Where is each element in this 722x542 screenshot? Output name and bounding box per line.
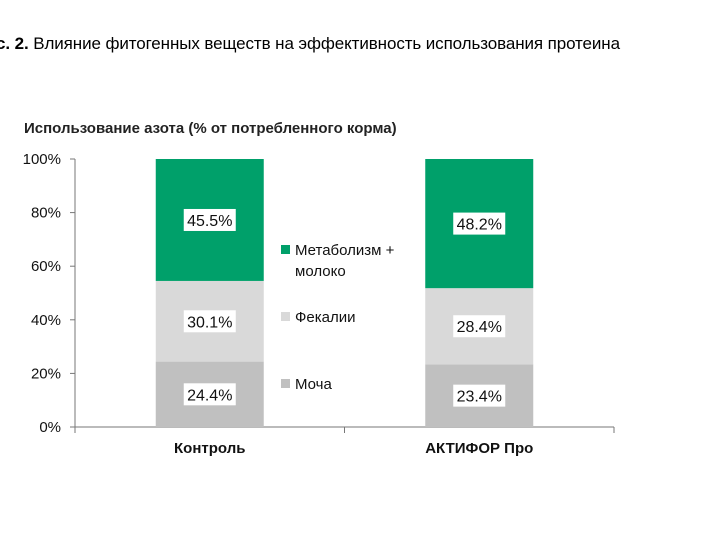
y-tick-label: 0% <box>39 419 61 436</box>
data-label: 23.4% <box>457 389 502 406</box>
data-label: 24.4% <box>187 387 232 404</box>
y-tick-label: 100% <box>23 151 61 168</box>
legend-swatch <box>281 379 290 388</box>
y-tick-label: 40% <box>31 312 61 329</box>
figure-label: с. 2. <box>0 34 29 53</box>
y-tick-label: 20% <box>31 365 61 382</box>
data-label-box <box>453 384 506 407</box>
data-label: 45.5% <box>187 213 232 230</box>
legend-swatch <box>281 245 290 254</box>
data-label: 30.1% <box>187 314 232 331</box>
x-tick-label: Контроль <box>174 440 245 457</box>
data-label: 28.4% <box>457 319 502 336</box>
legend-label: Метаболизм + молоко <box>295 242 395 280</box>
chart-bars: 24.4% 30.1% 45.5% 23.4% 28.4% 48.2% <box>155 159 534 427</box>
y-tick-label: 60% <box>31 258 61 275</box>
chart-axes: 0% 20% 40% 60% 80% 100% Контроль АКТИФОР Про <box>23 151 615 457</box>
data-label-box <box>183 208 236 231</box>
data-label-box <box>183 383 236 406</box>
legend-label: Фекалии <box>295 309 356 326</box>
data-label-box <box>453 315 506 338</box>
figure-title: с. 2. Влияние фитогенных веществ на эффе… <box>0 34 620 54</box>
data-label-box <box>453 212 506 235</box>
data-label: 48.2% <box>457 217 502 234</box>
chart-title: Использование азота (% от потребленного … <box>24 120 397 137</box>
y-tick-label: 80% <box>31 205 61 222</box>
chart-legend: Метаболизм + молоко Фекалии Моча <box>281 242 395 393</box>
legend-label: Моча <box>295 376 332 393</box>
figure-caption: Влияние фитогенных веществ на эффективно… <box>33 34 620 53</box>
x-tick-label: АКТИФОР Про <box>425 440 533 457</box>
legend-swatch <box>281 312 290 321</box>
data-label-box <box>183 310 236 333</box>
